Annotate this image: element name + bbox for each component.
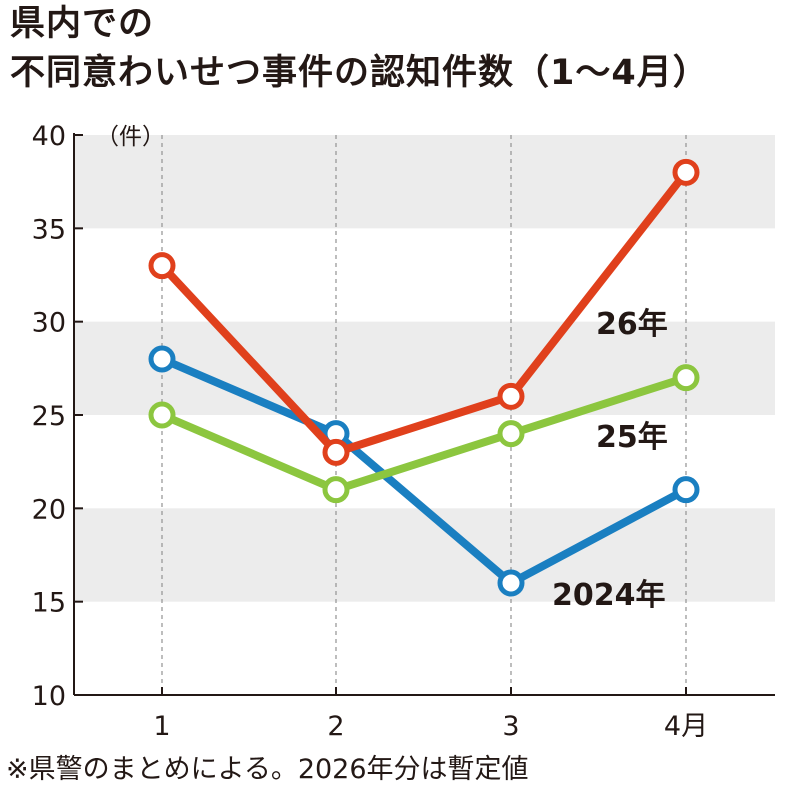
y-tick-label: 25: [32, 401, 66, 432]
y-tick-label: 35: [32, 214, 66, 245]
y-axis-ticks: 40 35 30 25 20 15 10 （件）: [32, 121, 165, 712]
x-tick-label: 3: [502, 711, 519, 742]
series-2024-line: [158, 355, 690, 587]
series-2024-point: [672, 476, 700, 504]
grid-bands: [74, 135, 775, 602]
y-tick-label: 15: [32, 588, 66, 619]
grid-band-0: [74, 135, 775, 229]
y-tick-label: 40: [32, 121, 66, 152]
source-note: ※県警のまとめによる。2026年分は暫定値: [6, 754, 529, 785]
y-unit-label: （件）: [96, 124, 165, 150]
series-label-25: 25年: [596, 420, 668, 455]
series-2024-point: [148, 345, 176, 373]
series-label-2024: 2024年: [552, 578, 666, 613]
series-2024-point: [497, 569, 525, 597]
x-tick-label: 4月: [664, 711, 708, 742]
x-axis-ticks: 1 2 3 4月: [153, 687, 708, 742]
line-chart: 40 35 30 25 20 15 10 （件） 1 2 3 4月 2024年 25年 26年: [32, 121, 775, 742]
chart-title-line1: 県内での: [10, 4, 155, 44]
y-tick-label: 10: [32, 681, 66, 712]
series-25-line: [158, 373, 690, 494]
chart-title-line2: 不同意わいせつ事件の認知件数（1〜4月）: [10, 53, 709, 93]
series-25-point: [322, 476, 350, 504]
series-26-point: [497, 382, 525, 410]
x-tick-label: 1: [153, 711, 170, 742]
series-labels: 2024年 25年 26年: [552, 307, 668, 613]
series-26-point: [322, 438, 350, 466]
y-tick-label: 20: [32, 494, 66, 525]
series-25-point: [148, 401, 176, 429]
series-26-line: [158, 168, 690, 457]
series-group: [148, 158, 700, 597]
x-tick-label: 2: [327, 711, 344, 742]
series-25-point: [497, 420, 525, 448]
series-label-26: 26年: [596, 307, 668, 342]
series-25-point: [672, 364, 700, 392]
series-26-point: [148, 252, 176, 280]
grid-band-2: [74, 508, 775, 602]
y-tick-label: 30: [32, 308, 66, 339]
series-26-point: [672, 158, 700, 186]
